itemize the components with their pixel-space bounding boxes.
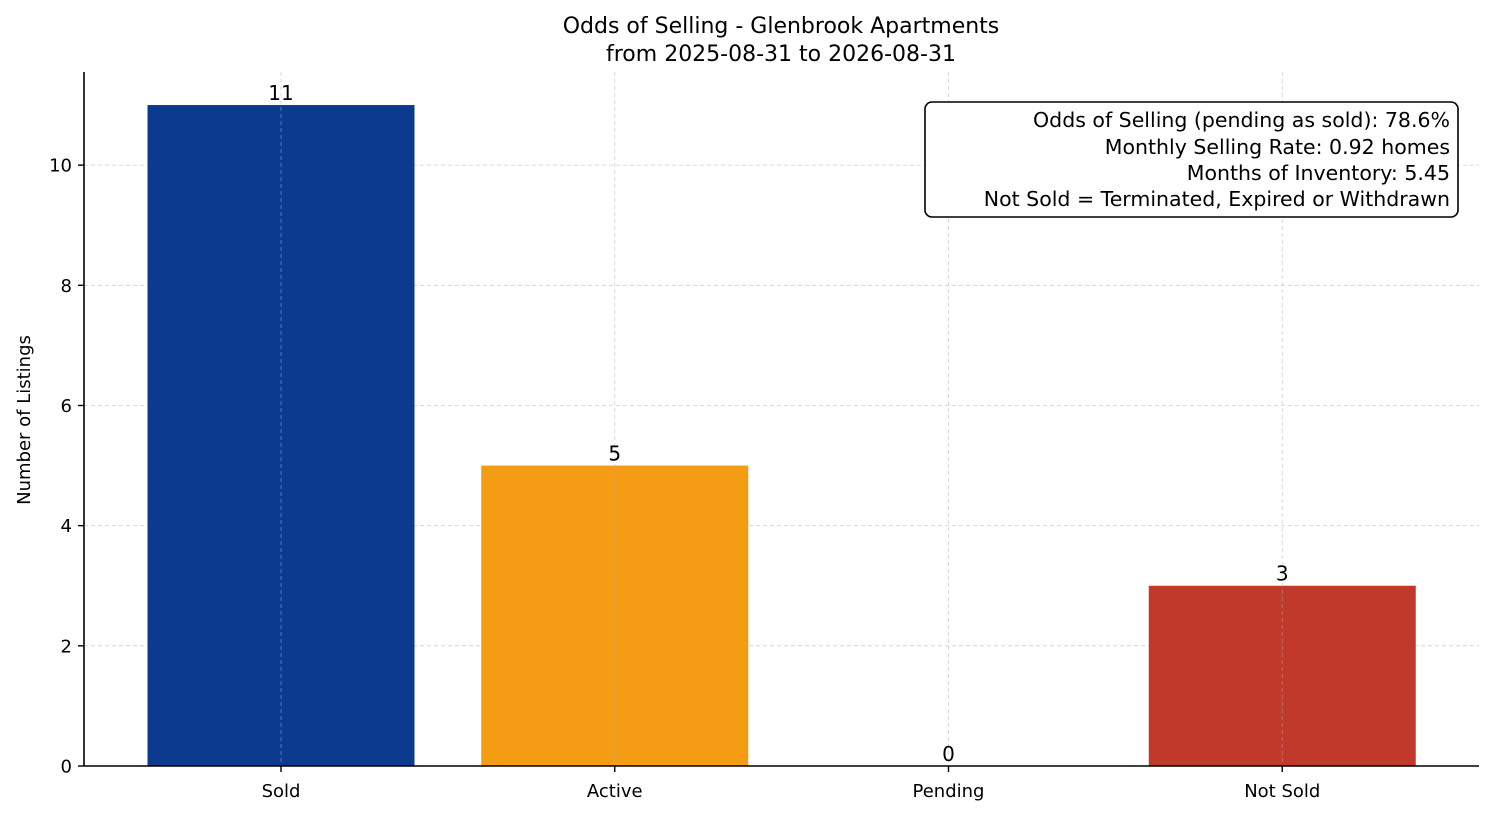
x-tick-label: Not Sold <box>1244 781 1320 802</box>
chart-title: Odds of Selling - Glenbrook Apartments <box>563 14 1000 39</box>
bar-active <box>481 465 749 766</box>
y-tick-label: 10 <box>49 156 72 177</box>
bar-value-label: 3 <box>1276 562 1289 586</box>
info-box: Odds of Selling (pending as sold): 78.6%… <box>924 101 1459 218</box>
x-tick-label: Active <box>587 781 643 802</box>
y-axis-label: Number of Listings <box>14 335 35 505</box>
x-tick-label: Sold <box>262 781 301 802</box>
y-tick-label: 2 <box>61 636 72 657</box>
axis-layer: 0 2 4 6 8 10 Sold Active Pending Not Sold <box>49 72 1479 802</box>
x-tick-label: Pending <box>913 781 985 802</box>
bar-value-label: 0 <box>942 742 955 766</box>
bar-value-label: 5 <box>608 442 621 466</box>
y-tick-label: 8 <box>61 276 72 297</box>
y-tick-label: 4 <box>61 516 72 537</box>
bar-value-label: 11 <box>268 81 293 105</box>
info-line-rate: Monthly Selling Rate: 0.92 homes <box>1105 135 1450 159</box>
label-layer: 11 5 0 3 <box>268 81 1288 766</box>
info-box-frame <box>924 101 1459 218</box>
y-tick-label: 6 <box>61 396 72 417</box>
info-line-inventory: Months of Inventory: 5.45 <box>1187 161 1450 185</box>
y-tick-label: 0 <box>61 757 72 778</box>
chart-subtitle: from 2025-08-31 to 2026-08-31 <box>606 42 956 67</box>
info-line-odds: Odds of Selling (pending as sold): 78.6% <box>1033 108 1450 132</box>
bar-sold <box>147 105 415 767</box>
info-line-definition: Not Sold = Terminated, Expired or Withdr… <box>984 187 1450 211</box>
